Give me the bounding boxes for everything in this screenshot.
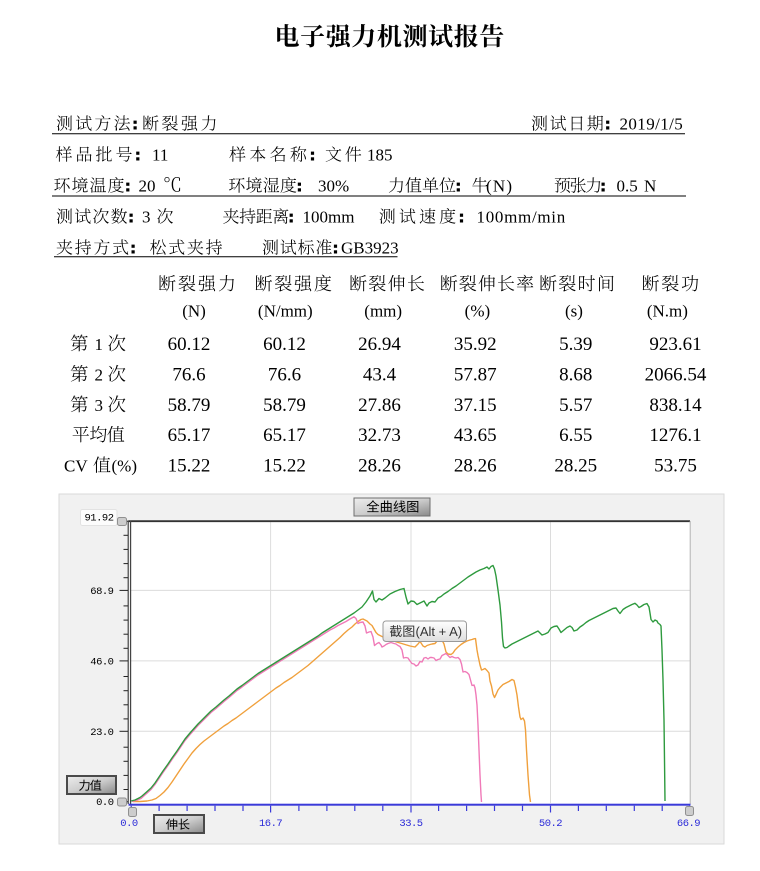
svg-text:46.0: 46.0 [90,656,113,668]
svg-text:923.61: 923.61 [649,334,701,355]
svg-text:20: 20 [139,177,156,196]
svg-text:(N): (N) [486,177,513,196]
svg-text:11: 11 [152,146,168,165]
svg-text:57.87: 57.87 [454,365,497,386]
svg-text:65.17: 65.17 [263,425,306,446]
svg-text:8.68: 8.68 [559,365,592,386]
svg-text:0.5: 0.5 [617,177,638,196]
svg-text:GB3923: GB3923 [341,239,399,258]
svg-text:27.86: 27.86 [358,395,401,416]
svg-text:16.7: 16.7 [259,818,282,830]
svg-text:15.22: 15.22 [263,456,306,477]
svg-text:60.12: 60.12 [168,334,211,355]
svg-text:60.12: 60.12 [263,334,306,355]
svg-text:30%: 30% [318,177,349,196]
svg-text:(%): (%) [112,457,137,476]
svg-text:5.57: 5.57 [559,395,592,416]
svg-text:838.14: 838.14 [649,395,702,416]
svg-text:6.55: 6.55 [559,425,592,446]
svg-text:28.26: 28.26 [454,456,497,477]
svg-text:28.25: 28.25 [554,456,597,477]
svg-text:5.39: 5.39 [559,334,592,355]
svg-text:3: 3 [142,208,151,227]
svg-text:33.5: 33.5 [399,818,422,830]
svg-text:43.65: 43.65 [454,425,497,446]
svg-text:37.15: 37.15 [454,395,497,416]
svg-text:100mm/min: 100mm/min [477,208,566,227]
svg-text:(N.m): (N.m) [647,302,688,321]
svg-text:53.75: 53.75 [654,456,697,477]
svg-text:100mm: 100mm [303,208,355,227]
svg-text:185: 185 [367,146,393,165]
svg-text:3: 3 [95,396,104,415]
svg-text:CV: CV [64,457,88,476]
svg-text:2: 2 [95,366,104,385]
svg-text:(Alt + A): (Alt + A) [416,624,463,639]
svg-text:65.17: 65.17 [168,425,211,446]
svg-text:43.4: 43.4 [363,365,397,386]
svg-text:26.94: 26.94 [358,334,401,355]
svg-text:(N/mm): (N/mm) [258,302,313,321]
svg-text:2066.54: 2066.54 [645,365,707,386]
svg-text:76.6: 76.6 [268,365,301,386]
svg-text:(%): (%) [465,302,490,321]
svg-text:58.79: 58.79 [168,395,211,416]
svg-text:15.22: 15.22 [168,456,211,477]
svg-text:(N): (N) [182,302,206,321]
svg-text:(s): (s) [565,302,583,321]
svg-text:58.79: 58.79 [263,395,306,416]
svg-text:68.9: 68.9 [90,586,113,598]
svg-text:32.73: 32.73 [358,425,401,446]
svg-text:35.92: 35.92 [454,334,497,355]
svg-text:1: 1 [95,335,104,354]
svg-text:91.92: 91.92 [84,513,113,525]
svg-text:23.0: 23.0 [90,727,113,739]
svg-text:28.26: 28.26 [358,456,401,477]
svg-text:N: N [644,177,656,196]
svg-text:(mm): (mm) [364,302,402,321]
svg-text:2019/1/5: 2019/1/5 [620,115,684,134]
svg-text:1276.1: 1276.1 [649,425,701,446]
svg-text:76.6: 76.6 [172,365,205,386]
svg-text:50.2: 50.2 [539,818,562,830]
svg-text:0.0: 0.0 [120,818,138,830]
svg-text:66.9: 66.9 [677,818,700,830]
svg-text:0.0: 0.0 [96,797,114,809]
